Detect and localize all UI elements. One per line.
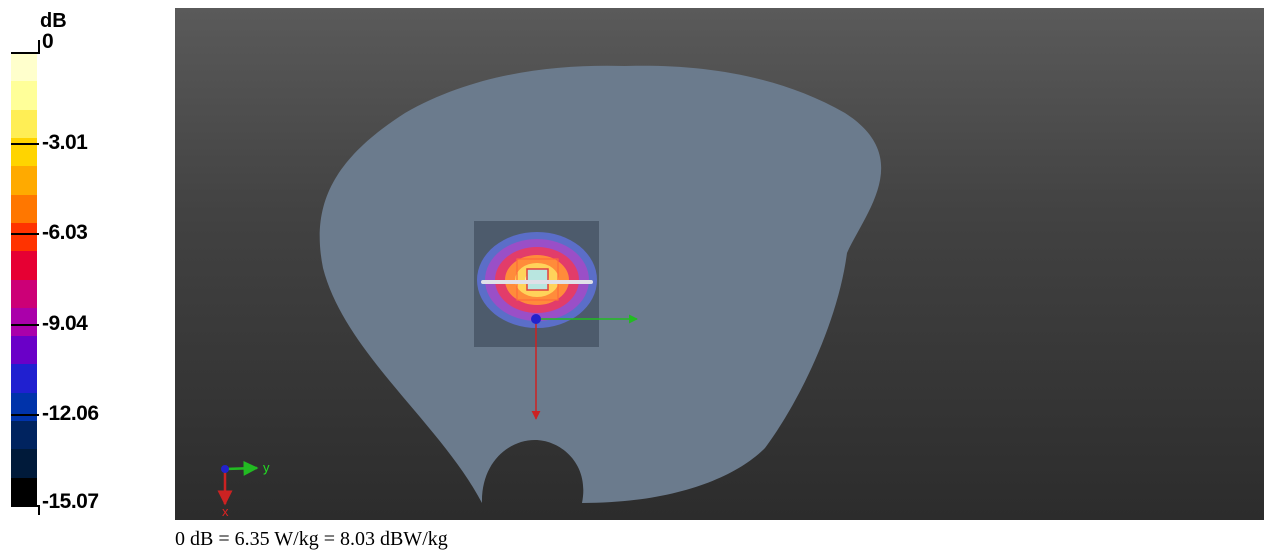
colorbar-swatch xyxy=(11,477,37,506)
triad-y-axis xyxy=(224,460,259,476)
colorbar-swatch xyxy=(11,364,37,393)
colorbar-swatch xyxy=(11,336,37,365)
legend-tick-line xyxy=(11,143,39,145)
legend-unit-label: dB xyxy=(40,10,67,32)
viewport-scene: y x xyxy=(217,65,882,519)
legend-tick-line xyxy=(11,52,39,54)
legend-tick-line xyxy=(11,324,39,326)
legend-tick-6: -6.03 xyxy=(42,221,88,244)
zoom-scan-inner xyxy=(526,268,549,291)
legend-tick-cap xyxy=(38,505,40,515)
colorbar-swatch xyxy=(11,222,37,252)
sar-3d-viewport[interactable]: y x xyxy=(175,8,1264,520)
legend-tick-0: 0 xyxy=(42,30,54,53)
legend-tick-cap xyxy=(38,40,40,54)
phantom-shape xyxy=(319,65,882,503)
legend-tick-line xyxy=(11,505,39,507)
reference-footnote: 0 dB = 6.35 W/kg = 8.03 dBW/kg xyxy=(175,528,448,550)
colorbar-swatch xyxy=(11,137,37,167)
colorbar-swatch xyxy=(11,279,37,308)
colorbar xyxy=(11,53,37,506)
colorbar-swatch xyxy=(11,53,37,82)
legend-tick-line xyxy=(11,233,39,235)
colorbar-swatch xyxy=(11,449,37,478)
legend-tick-3: -3.01 xyxy=(42,131,88,154)
colorbar-swatch xyxy=(11,81,37,110)
colorbar-swatch xyxy=(11,166,37,195)
triad-y-label: y xyxy=(263,460,270,475)
colorbar-swatch xyxy=(11,251,37,280)
colorbar-swatch xyxy=(11,421,37,450)
legend-tick-15: -15.07 xyxy=(42,490,99,513)
color-legend: dB 0 -3.01 -6.03 -9.04 -12.06 -15.07 xyxy=(0,0,170,520)
legend-tick-9: -9.04 xyxy=(42,312,88,335)
colorbar-swatch xyxy=(11,392,37,422)
colorbar-swatch xyxy=(11,307,37,337)
orientation-triad[interactable]: y x xyxy=(217,460,270,519)
triad-x-label: x xyxy=(222,504,229,519)
origin-point xyxy=(531,314,541,324)
colorbar-swatch xyxy=(11,194,37,223)
triad-z-axis xyxy=(221,465,229,473)
zoom-scan-outer xyxy=(516,258,559,301)
colorbar-swatch xyxy=(11,109,37,138)
legend-tick-line xyxy=(11,414,39,416)
legend-tick-12: -12.06 xyxy=(42,402,99,425)
